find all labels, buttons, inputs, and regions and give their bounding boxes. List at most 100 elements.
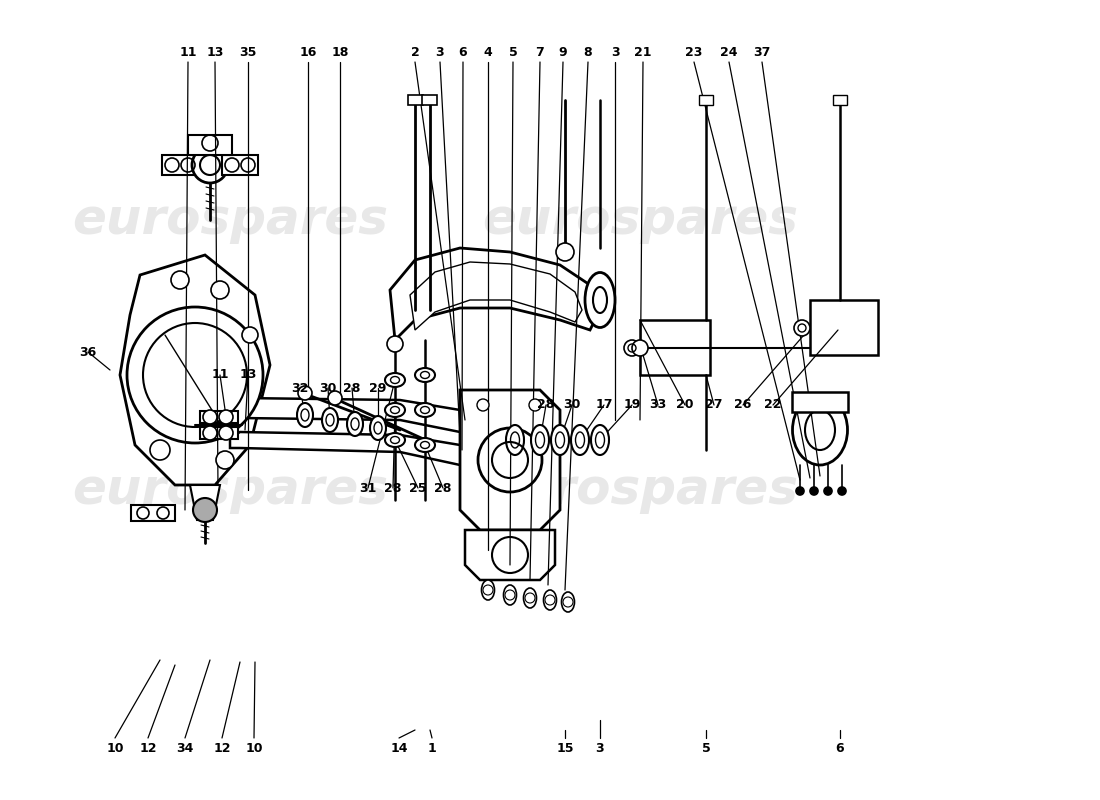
Polygon shape xyxy=(410,262,582,330)
Polygon shape xyxy=(230,432,520,475)
Circle shape xyxy=(328,391,342,405)
Text: 5: 5 xyxy=(702,742,711,754)
Ellipse shape xyxy=(571,425,588,455)
Circle shape xyxy=(204,426,217,440)
Polygon shape xyxy=(190,485,220,520)
Text: 25: 25 xyxy=(409,482,427,494)
Polygon shape xyxy=(390,248,600,340)
Circle shape xyxy=(632,340,648,356)
Text: 6: 6 xyxy=(459,46,468,58)
Ellipse shape xyxy=(482,580,495,600)
Text: 28: 28 xyxy=(434,482,452,494)
Bar xyxy=(188,135,232,155)
Bar xyxy=(792,392,848,412)
Circle shape xyxy=(624,340,640,356)
Ellipse shape xyxy=(524,588,537,608)
Text: 10: 10 xyxy=(245,742,263,754)
Text: 6: 6 xyxy=(836,742,845,754)
Text: eurospares: eurospares xyxy=(482,196,798,244)
Polygon shape xyxy=(465,530,556,580)
Text: 12: 12 xyxy=(213,742,231,754)
Ellipse shape xyxy=(415,438,434,452)
Text: 16: 16 xyxy=(299,46,317,58)
Text: 9: 9 xyxy=(559,46,568,58)
Circle shape xyxy=(796,487,804,495)
Text: 35: 35 xyxy=(240,46,256,58)
Circle shape xyxy=(838,487,846,495)
Text: 30: 30 xyxy=(563,398,581,411)
Text: eurospares: eurospares xyxy=(72,466,388,514)
Ellipse shape xyxy=(346,412,363,436)
Text: 36: 36 xyxy=(79,346,97,358)
Polygon shape xyxy=(222,155,258,175)
Text: 19: 19 xyxy=(624,398,640,411)
Ellipse shape xyxy=(322,408,338,432)
Ellipse shape xyxy=(415,368,434,382)
Bar xyxy=(810,300,878,355)
Text: eurospares: eurospares xyxy=(72,196,388,244)
Text: 28: 28 xyxy=(343,382,361,394)
Bar xyxy=(833,95,847,105)
Circle shape xyxy=(242,327,258,343)
Circle shape xyxy=(211,281,229,299)
Bar xyxy=(640,320,710,375)
Text: 5: 5 xyxy=(508,46,517,58)
Circle shape xyxy=(529,399,541,411)
Text: 30: 30 xyxy=(319,382,337,394)
Circle shape xyxy=(204,410,217,424)
Circle shape xyxy=(219,426,233,440)
Circle shape xyxy=(478,428,542,492)
Text: 31: 31 xyxy=(360,482,376,494)
Ellipse shape xyxy=(385,433,405,447)
Text: 23: 23 xyxy=(685,46,703,58)
Text: 12: 12 xyxy=(140,742,156,754)
Text: 37: 37 xyxy=(754,46,771,58)
Text: 32: 32 xyxy=(292,382,309,394)
Text: 22: 22 xyxy=(764,398,782,411)
Text: 33: 33 xyxy=(649,398,667,411)
Circle shape xyxy=(216,451,234,469)
Polygon shape xyxy=(120,255,270,485)
Bar xyxy=(698,95,713,105)
Text: 10: 10 xyxy=(107,742,123,754)
Text: 3: 3 xyxy=(436,46,444,58)
Ellipse shape xyxy=(585,273,615,327)
Text: 21: 21 xyxy=(635,46,651,58)
Text: 13: 13 xyxy=(207,46,223,58)
Text: 18: 18 xyxy=(331,46,349,58)
Circle shape xyxy=(794,320,810,336)
Ellipse shape xyxy=(506,425,524,455)
Text: 14: 14 xyxy=(390,742,408,754)
Ellipse shape xyxy=(543,590,557,610)
Polygon shape xyxy=(200,427,238,439)
Circle shape xyxy=(556,243,574,261)
Ellipse shape xyxy=(370,416,386,440)
Text: 24: 24 xyxy=(720,46,738,58)
Text: 26: 26 xyxy=(735,398,751,411)
Text: 17: 17 xyxy=(595,398,613,411)
Text: 8: 8 xyxy=(584,46,592,58)
Ellipse shape xyxy=(504,585,517,605)
Ellipse shape xyxy=(531,425,549,455)
Polygon shape xyxy=(162,155,198,175)
Text: 13: 13 xyxy=(240,369,256,382)
Circle shape xyxy=(298,386,312,400)
Ellipse shape xyxy=(561,592,574,612)
Polygon shape xyxy=(460,390,560,530)
Text: 27: 27 xyxy=(705,398,723,411)
Circle shape xyxy=(810,487,818,495)
Text: 15: 15 xyxy=(557,742,574,754)
Bar xyxy=(408,95,424,105)
Circle shape xyxy=(824,487,832,495)
Circle shape xyxy=(219,410,233,424)
Text: 4: 4 xyxy=(484,46,493,58)
Circle shape xyxy=(150,440,170,460)
Text: 28: 28 xyxy=(384,482,402,494)
Polygon shape xyxy=(131,505,175,521)
Polygon shape xyxy=(230,398,520,442)
Circle shape xyxy=(170,271,189,289)
Text: 2: 2 xyxy=(410,46,419,58)
Text: 7: 7 xyxy=(536,46,544,58)
Ellipse shape xyxy=(792,395,847,465)
Text: 34: 34 xyxy=(176,742,194,754)
